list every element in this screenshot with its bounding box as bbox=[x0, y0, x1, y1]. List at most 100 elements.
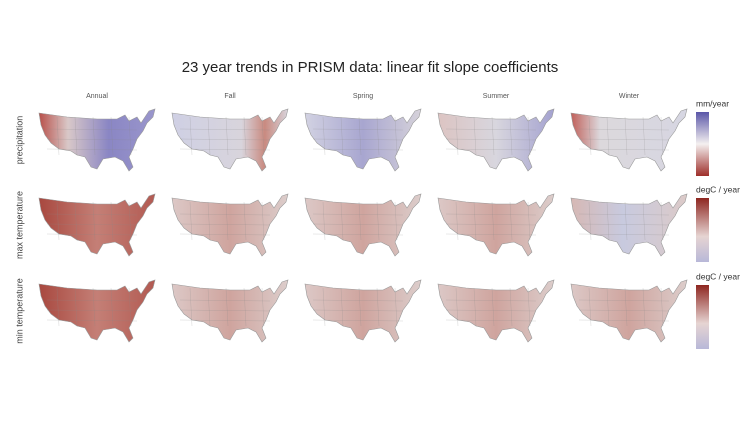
us-outline bbox=[304, 108, 422, 172]
state-line bbox=[74, 116, 78, 156]
state-line bbox=[243, 116, 247, 156]
state-line bbox=[376, 201, 380, 241]
state-line bbox=[588, 116, 592, 156]
state-line bbox=[445, 233, 537, 236]
us-map bbox=[38, 193, 156, 257]
us-map bbox=[38, 279, 156, 343]
state-line bbox=[128, 116, 132, 156]
us-outline bbox=[437, 279, 555, 343]
state-line bbox=[46, 223, 138, 226]
state-line bbox=[642, 287, 646, 327]
state-line bbox=[445, 319, 537, 322]
state-line bbox=[128, 287, 132, 327]
state-line bbox=[46, 319, 138, 322]
us-map bbox=[570, 193, 688, 257]
us-outline bbox=[38, 279, 156, 343]
colorbar-label: degC / year bbox=[696, 184, 740, 194]
state-line bbox=[473, 201, 477, 241]
row-label: min temperature bbox=[14, 278, 24, 344]
map-grid bbox=[38, 108, 688, 343]
state-line bbox=[527, 116, 531, 156]
state-line bbox=[642, 116, 646, 156]
state-line bbox=[509, 116, 513, 156]
state-line bbox=[340, 201, 344, 241]
colorbar bbox=[696, 198, 709, 262]
us-outline bbox=[171, 279, 289, 343]
state-line bbox=[312, 299, 404, 302]
state-line bbox=[179, 213, 271, 216]
state-line bbox=[445, 213, 537, 216]
state-line bbox=[358, 201, 362, 241]
state-line bbox=[455, 116, 459, 156]
state-line bbox=[207, 116, 211, 156]
state-line bbox=[624, 116, 628, 156]
state-line bbox=[179, 309, 271, 312]
state-line bbox=[312, 138, 404, 141]
state-line bbox=[527, 201, 531, 241]
colorbar-label: mm/year bbox=[696, 98, 729, 108]
state-line bbox=[74, 201, 78, 241]
state-line bbox=[261, 201, 265, 241]
state-line bbox=[92, 201, 96, 241]
state-line bbox=[92, 287, 96, 327]
us-map bbox=[171, 108, 289, 172]
state-line bbox=[660, 287, 664, 327]
state-line bbox=[110, 116, 114, 156]
state-line bbox=[225, 201, 229, 241]
us-outline bbox=[304, 279, 422, 343]
state-line bbox=[110, 201, 114, 241]
state-line bbox=[394, 201, 398, 241]
state-line bbox=[445, 148, 537, 151]
state-line bbox=[588, 287, 592, 327]
us-outline bbox=[38, 108, 156, 172]
row-label: max temperature bbox=[14, 191, 24, 259]
us-map bbox=[304, 279, 422, 343]
state-line bbox=[642, 201, 646, 241]
state-line bbox=[322, 116, 326, 156]
column-header: Spring bbox=[353, 93, 373, 100]
state-line bbox=[527, 287, 531, 327]
state-line bbox=[322, 201, 326, 241]
column-header: Winter bbox=[619, 93, 640, 100]
state-line bbox=[56, 201, 60, 241]
column-header: Summer bbox=[483, 93, 510, 100]
state-line bbox=[491, 116, 495, 156]
state-line bbox=[46, 233, 138, 236]
state-line bbox=[179, 138, 271, 141]
state-line bbox=[509, 201, 513, 241]
us-outline bbox=[437, 108, 555, 172]
state-line bbox=[445, 223, 537, 226]
state-line bbox=[322, 287, 326, 327]
state-line bbox=[578, 233, 670, 236]
state-line bbox=[376, 116, 380, 156]
state-line bbox=[660, 116, 664, 156]
state-line bbox=[179, 223, 271, 226]
us-map bbox=[304, 108, 422, 172]
colorbar-label: degC / year bbox=[696, 271, 740, 281]
column-header: Fall bbox=[224, 93, 236, 100]
us-map bbox=[171, 193, 289, 257]
us-map bbox=[437, 193, 555, 257]
state-line bbox=[225, 116, 229, 156]
state-line bbox=[491, 287, 495, 327]
state-line bbox=[207, 201, 211, 241]
state-line bbox=[312, 233, 404, 236]
state-line bbox=[128, 201, 132, 241]
state-line bbox=[261, 287, 265, 327]
us-outline bbox=[570, 193, 688, 257]
us-outline bbox=[171, 193, 289, 257]
state-line bbox=[179, 148, 271, 151]
state-line bbox=[606, 201, 610, 241]
state-line bbox=[376, 287, 380, 327]
state-line bbox=[74, 287, 78, 327]
state-line bbox=[455, 201, 459, 241]
state-line bbox=[588, 201, 592, 241]
state-line bbox=[606, 287, 610, 327]
state-line bbox=[445, 128, 537, 131]
colorbar bbox=[696, 285, 709, 349]
state-line bbox=[179, 299, 271, 302]
state-line bbox=[509, 287, 513, 327]
state-line bbox=[624, 287, 628, 327]
state-line bbox=[445, 299, 537, 302]
